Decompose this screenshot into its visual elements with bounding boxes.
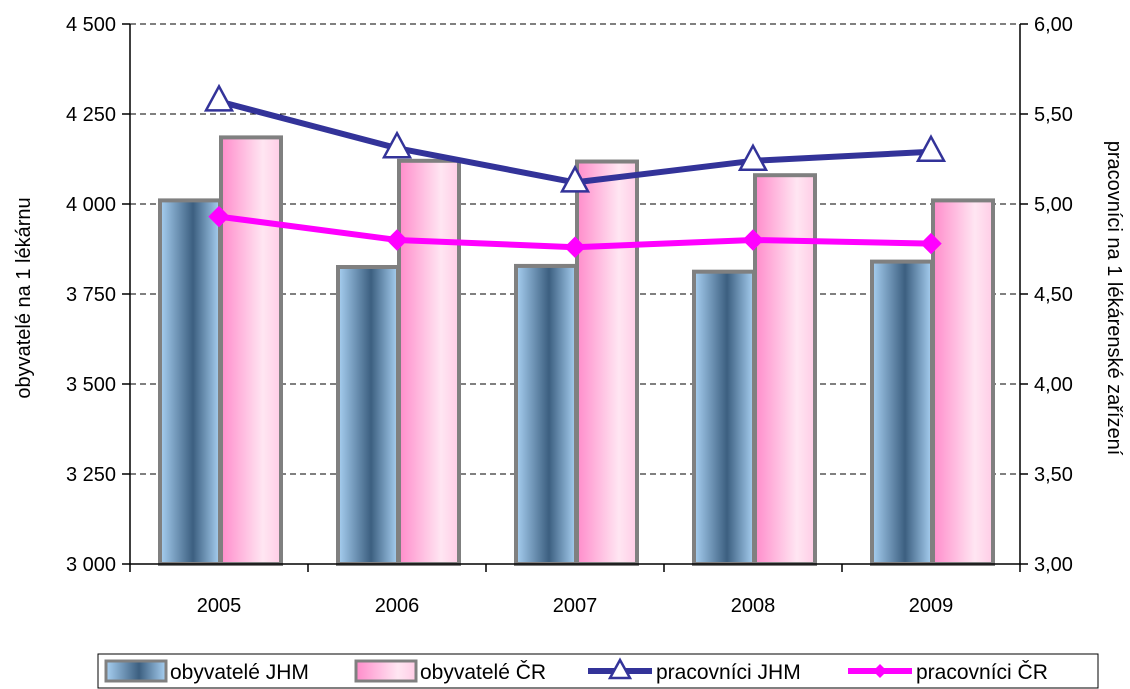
y2-tick-label: 3,50 [1034,464,1073,486]
diamond-marker [208,205,230,228]
y2-axis-label: pracovníci na 1 lékárenské zařízení [1103,141,1125,456]
y2-tick-label: 6,00 [1034,14,1073,36]
triangle-marker [381,130,413,159]
legend-diamond-marker [873,664,887,678]
bar-jhm [336,265,400,566]
x-tick-label: 2006 [375,595,420,617]
y2-tick-label: 5,00 [1034,194,1073,216]
bars [158,135,995,567]
y-axis-label: obyvatelé na 1 lékárnu [13,197,35,398]
diamond-marker [920,232,942,255]
legend-box [97,653,1099,689]
y2-tick-label: 4,00 [1034,374,1073,396]
diamond-marker [386,229,408,251]
triangle-marker [737,143,769,172]
y-tick-label: 4 000 [66,194,116,216]
bar-cr [397,158,461,567]
diamond-marker [564,236,586,258]
y-tick-label: 3 250 [66,464,116,486]
axes: 3 000 3 250 3 500 3 750 4 000 4 250 4 500 3,00 3… [66,14,1073,617]
legend: obyvatelé JHM obyvatelé ČR pracovníci JHM p… [97,653,1099,689]
triangle-marker [203,83,235,112]
bar-jhm [692,269,756,566]
bar-cr [753,173,817,566]
bar-jhm [158,198,222,566]
legend-label: obyvatelé JHM [170,661,309,684]
y-tick-label: 4 250 [66,104,116,126]
y-tick-label: 3 000 [66,554,116,576]
y-tick-label: 3 750 [66,284,116,306]
legend-label: pracovníci JHM [656,661,801,684]
triangle-marker [559,164,591,193]
bar-cr [575,159,639,567]
legend-triangle-marker [607,657,633,680]
diamond-marker [742,229,764,251]
y-tick-label: 4 500 [66,14,116,36]
x-tick-label: 2005 [197,595,242,617]
y-tick-label: 3 500 [66,374,116,396]
lines [203,83,947,258]
y2-tick-label: 5,50 [1034,104,1073,126]
legend-label: obyvatelé ČR [420,661,546,684]
x-tick-label: 2007 [553,595,598,617]
y2-tick-label: 3,00 [1034,554,1073,576]
legend-swatch [354,659,418,683]
bar-cr [931,198,995,566]
bar-jhm [514,263,578,566]
x-tick-label: 2009 [909,595,954,617]
y2-tick-label: 4,50 [1034,284,1073,306]
legend-label: pracovníci ČR [916,661,1048,684]
triangle-marker [915,134,947,163]
bar-jhm [870,259,934,566]
bar-cr [219,135,283,566]
x-tick-label: 2008 [731,595,776,617]
legend-swatch [104,659,168,683]
